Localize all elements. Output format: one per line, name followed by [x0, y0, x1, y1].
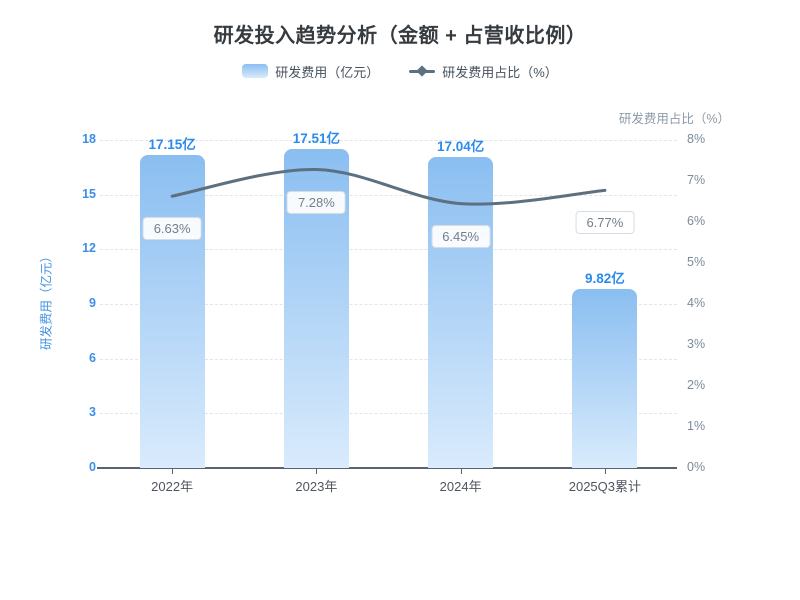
gridline: [100, 413, 677, 415]
right-axis-tick-label: 8%: [687, 132, 706, 146]
right-axis-tick-label: 0%: [687, 460, 706, 474]
pct-label-2023年: 7.28%: [286, 190, 346, 214]
x-axis-label: 2024年: [439, 479, 482, 494]
x-axis-tick: [172, 469, 174, 474]
gridline: [100, 249, 677, 251]
gridline: [100, 140, 677, 141]
chart-title: 研发投入趋势分析（金额 + 占营收比例）: [213, 25, 587, 47]
bar-value-label: 17.15亿: [148, 137, 196, 153]
legend: 研发费用（亿元） 研发费用占比（%）: [0, 62, 800, 80]
left-axis-tick-label: 12: [82, 241, 96, 256]
x-axis-tick: [460, 469, 462, 474]
pct-label-2025Q3累计: 6.77%: [575, 211, 635, 235]
right-axis-tick-label: 2%: [687, 378, 706, 392]
line-series-marker-icon: [409, 65, 436, 77]
right-axis-title: 研发费用占比（%）: [618, 112, 730, 126]
right-axis-tick-label: 7%: [687, 173, 706, 187]
left-axis-tick-label: 3: [89, 405, 96, 420]
pct-label-2024年: 6.45%: [431, 224, 491, 248]
x-axis-line: [97, 467, 677, 469]
right-axis-tick-label: 4%: [687, 296, 706, 310]
bar-value-label: 17.04亿: [436, 139, 485, 155]
left-axis-tick-label: 15: [82, 186, 96, 201]
right-axis-tick-label: 3%: [687, 337, 706, 351]
left-axis-tick-label: 0: [89, 460, 96, 474]
right-axis-tick-label: 1%: [687, 419, 706, 433]
bar-series-swatch-icon: [242, 64, 269, 78]
pct-label-2022年: 6.63%: [142, 217, 202, 241]
gridline: [100, 304, 677, 305]
legend-item-bar[interactable]: 研发费用（亿元）: [242, 62, 379, 81]
legend-bar-label: 研发费用（亿元）: [275, 64, 380, 80]
x-axis-label: 2022年: [151, 479, 194, 494]
left-axis-tick-label: 6: [89, 350, 96, 365]
x-axis-tick: [604, 469, 606, 474]
right-axis-tick-label: 6%: [687, 214, 706, 228]
x-axis-tick: [316, 469, 318, 474]
bar-value-label: 9.82亿: [584, 271, 625, 287]
diamond-icon: [416, 65, 428, 77]
left-axis-tick-label: 18: [82, 132, 96, 146]
trend-line[interactable]: [170, 167, 607, 206]
right-axis-tick-label: 5%: [687, 255, 706, 269]
bar-2024年[interactable]: [428, 157, 494, 468]
legend-line-label: 研发费用占比（%）: [442, 64, 558, 80]
bar-2025Q3累计[interactable]: [572, 289, 638, 468]
left-axis-tick-label: 9: [89, 296, 96, 310]
legend-item-line[interactable]: 研发费用占比（%）: [409, 62, 558, 81]
gridline: [100, 358, 677, 360]
bar-2022年[interactable]: [139, 155, 205, 468]
x-axis-label: 2025Q3累计: [568, 479, 641, 494]
x-axis-label: 2023年: [295, 479, 338, 494]
bar-value-label: 17.51亿: [292, 130, 341, 146]
